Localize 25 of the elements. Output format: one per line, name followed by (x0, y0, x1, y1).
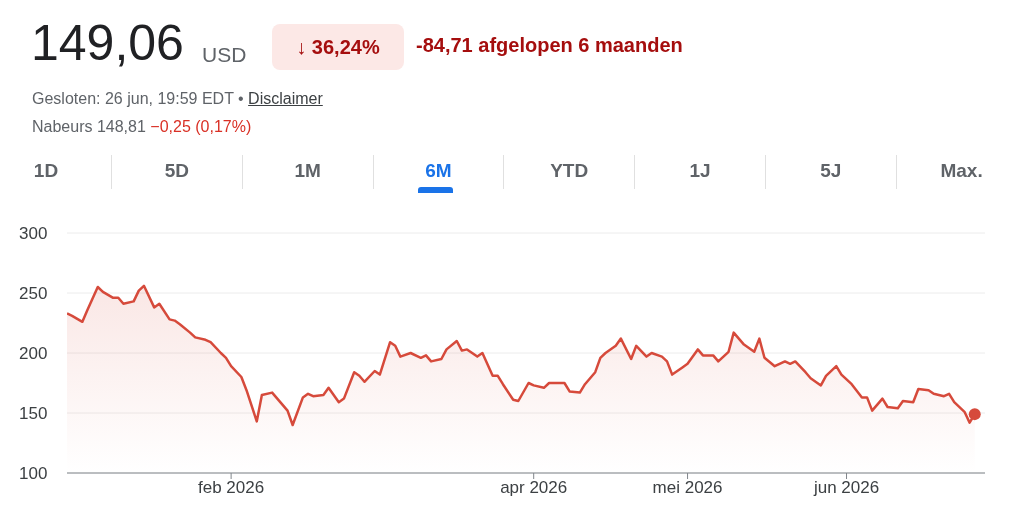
y-tick-label: 150 (19, 404, 48, 424)
x-tick-label: jun 2026 (812, 478, 880, 498)
text: ↓ 36,24% (272, 24, 404, 70)
y-tick-label: 300 (19, 224, 48, 244)
text: -84,71 afgelopen 6 maanden (416, 34, 683, 57)
text: Max. (939, 160, 984, 182)
text: Disclaimer (248, 90, 323, 107)
y-tick-label: 100 (19, 464, 48, 484)
chart-title: 149,06 (31, 14, 184, 72)
y-tick-label: 250 (19, 284, 48, 304)
y-tick-label: 200 (19, 344, 48, 364)
text: 1J (688, 160, 712, 182)
x-tick-label: mei 2026 (652, 478, 723, 498)
text: −0,25 (0,17%) (150, 118, 252, 135)
text: YTD (549, 160, 590, 182)
text: 1M (293, 160, 322, 182)
x-tick-label: apr 2026 (500, 478, 568, 498)
text: Nabeurs 148,81 (32, 118, 146, 135)
text: 5D (163, 160, 190, 182)
x-tick-label: feb 2026 (198, 478, 265, 498)
text: 1D (32, 160, 60, 182)
text: USD (202, 43, 247, 67)
text: Gesloten: 26 jun, 19:59 EDT • (32, 90, 244, 107)
text: 5J (819, 160, 843, 182)
text: 6M (424, 160, 453, 182)
